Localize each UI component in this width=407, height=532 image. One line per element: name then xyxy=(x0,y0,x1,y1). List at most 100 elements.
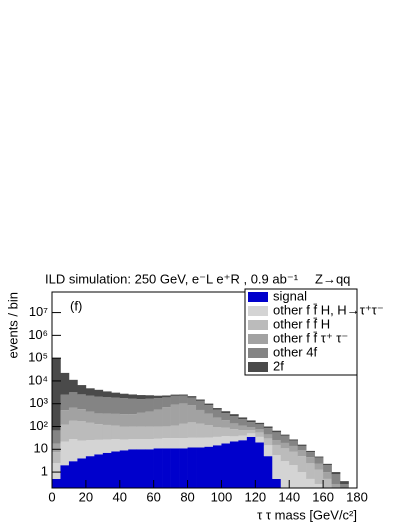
histogram-bar xyxy=(246,420,256,423)
histogram-bar xyxy=(60,465,70,488)
histogram-bar xyxy=(68,379,78,393)
histogram-bar xyxy=(323,465,332,473)
histogram-bar xyxy=(280,442,290,449)
histogram-bar xyxy=(255,442,265,488)
histogram-bar xyxy=(85,395,95,412)
histogram-bar xyxy=(85,422,95,441)
histogram-bar xyxy=(297,450,307,457)
histogram-bar xyxy=(187,397,197,406)
histogram-bar xyxy=(119,398,129,415)
histogram-bar xyxy=(111,397,121,414)
histogram-bar xyxy=(94,396,104,414)
histogram-bar xyxy=(153,409,163,427)
histogram-bar xyxy=(77,421,87,441)
histogram-bar xyxy=(272,432,282,441)
histogram-bar xyxy=(196,437,205,448)
histogram-bar xyxy=(196,399,205,401)
histogram-bar xyxy=(128,426,138,440)
histogram-bar xyxy=(145,449,154,488)
histogram-bar xyxy=(255,436,265,443)
histogram-bar xyxy=(136,439,146,450)
histogram-bar xyxy=(119,439,129,451)
histogram-bar xyxy=(162,407,171,427)
histogram-bar xyxy=(340,481,349,484)
histogram-bar xyxy=(212,417,222,428)
histogram-bar xyxy=(128,449,138,488)
histogram-bar xyxy=(255,432,265,437)
histogram-bar xyxy=(94,413,104,425)
histogram-bar xyxy=(297,444,307,446)
histogram-bar xyxy=(119,450,129,488)
histogram-bar xyxy=(162,448,171,488)
histogram-bar xyxy=(85,456,95,488)
histogram-bar xyxy=(60,441,70,466)
histogram-bar xyxy=(68,461,78,488)
histogram-bar xyxy=(111,413,121,426)
histogram-bar xyxy=(314,457,324,464)
histogram-bar xyxy=(306,450,315,453)
histogram-bar xyxy=(179,395,188,404)
histogram-bar xyxy=(314,469,324,484)
histogram-bar xyxy=(102,413,112,425)
histogram-bar xyxy=(212,408,222,410)
histogram-bar xyxy=(170,394,180,396)
histogram-bar xyxy=(187,422,197,438)
histogram-bar xyxy=(136,395,146,400)
legend-label: other f f̄ τ⁺ τ⁻ xyxy=(273,330,348,345)
histogram-bar xyxy=(280,434,290,436)
histogram-bar xyxy=(153,438,163,449)
histogram-bar xyxy=(221,443,231,488)
histogram-bar xyxy=(85,440,95,457)
histogram-bar xyxy=(306,463,315,479)
histogram-bar xyxy=(111,392,121,398)
legend-label: other 4f xyxy=(273,344,317,359)
chart-title: ILD simulation: 250 GeV, e⁻L e⁺R , 0.9 a… xyxy=(45,271,299,286)
legend-label: signal xyxy=(273,288,307,303)
histogram-bar xyxy=(119,426,129,440)
histogram-bar xyxy=(280,461,290,488)
histogram-bar xyxy=(136,399,146,413)
histogram-bar xyxy=(179,448,188,488)
histogram-bar xyxy=(128,394,138,399)
histogram-bar xyxy=(187,396,197,398)
histogram-bar xyxy=(229,416,239,424)
y-tick-label: 10⁵ xyxy=(28,350,48,365)
histogram-bar xyxy=(52,430,61,444)
histogram-bar xyxy=(52,478,61,488)
histogram-bar xyxy=(221,427,231,437)
legend-label: 2f xyxy=(273,358,284,373)
histogram-bar xyxy=(263,445,273,457)
histogram-bar xyxy=(136,426,146,440)
histogram-bar xyxy=(77,394,87,410)
histogram-bar xyxy=(229,436,239,442)
histogram-bar xyxy=(102,452,112,488)
legend-swatch xyxy=(248,292,268,302)
histogram-bar xyxy=(153,395,163,399)
y-axis-label: events / bin xyxy=(5,292,20,359)
histogram-bar xyxy=(331,483,341,488)
histogram-bar xyxy=(238,419,248,426)
histogram-bar xyxy=(221,420,231,428)
histogram-bar xyxy=(111,439,121,452)
histogram-bar xyxy=(162,426,171,439)
x-tick-label: 100 xyxy=(211,489,233,504)
histogram-bar xyxy=(162,397,171,408)
histogram-bar xyxy=(119,393,129,399)
histogram-bar xyxy=(204,446,214,488)
histogram-bar xyxy=(68,392,78,408)
histogram-bar xyxy=(263,456,273,488)
histogram-bar xyxy=(323,472,332,479)
histogram-bar xyxy=(187,437,197,448)
histogram-bar xyxy=(68,439,78,462)
histogram-bar xyxy=(145,395,154,399)
histogram-bar xyxy=(297,472,307,488)
histogram-bar xyxy=(289,439,298,441)
histogram-bar xyxy=(145,439,154,450)
histogram-bar xyxy=(229,441,239,488)
histogram-bar xyxy=(94,439,104,455)
histogram-bar xyxy=(331,472,341,475)
histogram-bar xyxy=(94,454,104,488)
histogram-bar xyxy=(272,478,282,488)
histogram-bar xyxy=(263,426,273,429)
